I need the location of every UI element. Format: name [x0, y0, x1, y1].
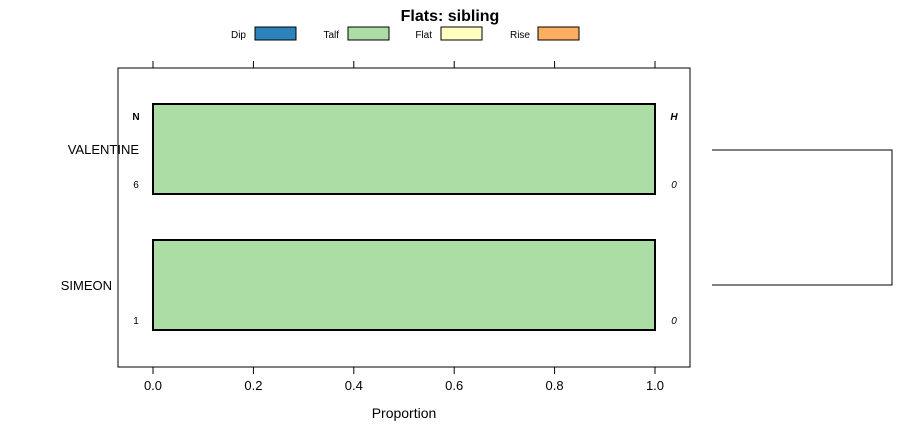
n-value: 1 [133, 316, 139, 327]
x-tick-label: 0.0 [144, 378, 162, 393]
bar-valentine-talf [152, 103, 656, 195]
bars [152, 103, 656, 331]
legend: Dip Talf Flat Rise [231, 26, 580, 41]
category-label-simeon: SIMEON [61, 278, 112, 293]
x-tick-label: 1.0 [646, 378, 664, 393]
bar-simeon-talf [152, 239, 656, 331]
side-labels: 6 0 1 0 N H [132, 112, 678, 327]
x-tick-label: 0.2 [244, 378, 262, 393]
x-axis-title: Proportion [372, 405, 437, 421]
x-tick-label: 0.4 [345, 378, 363, 393]
h-column-header: H [670, 112, 678, 123]
legend-swatch-dip [254, 26, 297, 41]
h-value: 0 [671, 180, 677, 191]
x-tick-label: 0.8 [546, 378, 564, 393]
chart-title: Flats: sibling [401, 8, 500, 25]
dendrogram-branch [712, 149, 893, 286]
legend-swatch-flat [440, 26, 483, 41]
legend-label-talf: Talf [323, 30, 339, 41]
category-label-valentine: VALENTINE [68, 142, 140, 157]
legend-swatch-rise [537, 26, 580, 41]
legend-label-dip: Dip [231, 30, 246, 41]
x-axis: 0.0 0.2 0.4 0.6 0.8 1.0 [144, 61, 664, 393]
category-labels: VALENTINE SIMEON [61, 142, 140, 293]
legend-label-flat: Flat [415, 30, 432, 41]
n-column-header: N [132, 112, 139, 123]
h-value: 0 [671, 316, 677, 327]
x-tick-label: 0.6 [445, 378, 463, 393]
legend-label-rise: Rise [510, 30, 530, 41]
dendrogram [712, 149, 893, 286]
n-value: 6 [133, 180, 139, 191]
plot-panel [117, 67, 691, 368]
legend-swatch-talf [347, 26, 390, 41]
